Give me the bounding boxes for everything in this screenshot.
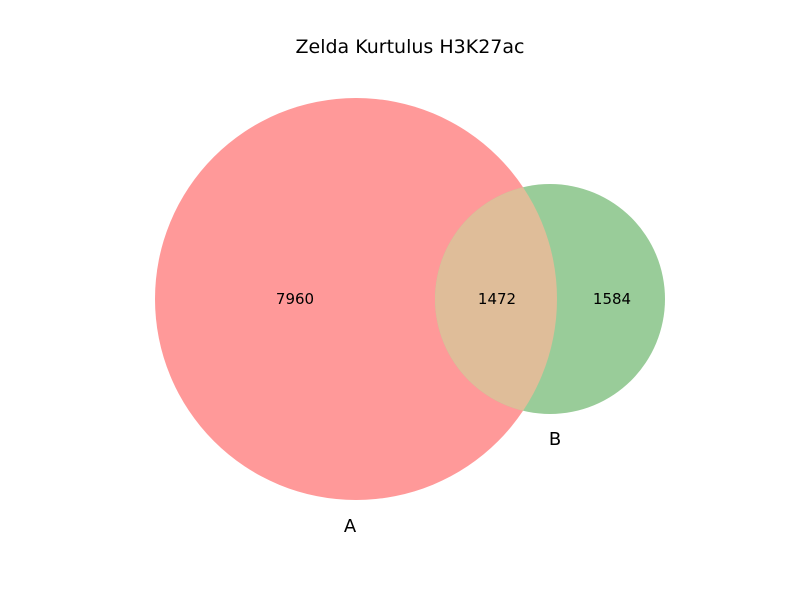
set-a-label: A (344, 516, 357, 537)
region-a-only-count: 7960 (276, 290, 314, 308)
region-b-only-count: 1584 (593, 290, 631, 308)
set-b-label: B (549, 429, 561, 450)
chart-title: Zelda Kurtulus H3K27ac (296, 36, 525, 58)
region-intersection-count: 1472 (478, 290, 516, 308)
set-a-circle (155, 98, 557, 500)
